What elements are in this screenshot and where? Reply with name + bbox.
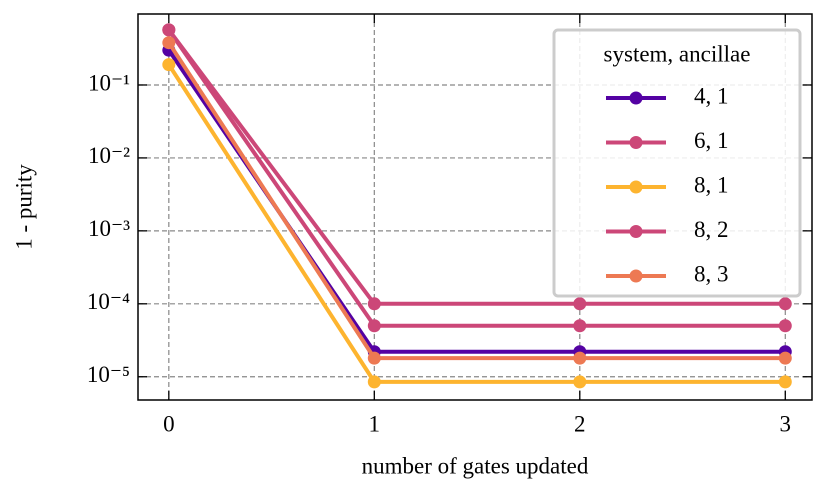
legend: system, ancillae 4, 1 6, 1 8, 1 8, 2 8, 3: [552, 28, 802, 298]
y-tick-label: 10⁻³: [88, 216, 130, 241]
legend-label: 6, 1: [694, 128, 729, 153]
legend-title: system, ancillae: [604, 41, 751, 66]
x-tick-label: 0: [163, 411, 175, 436]
plot-frame: [137, 13, 813, 401]
legend-label: 4, 1: [694, 83, 729, 108]
data-point: [778, 351, 792, 365]
x-tick-label: 2: [574, 411, 586, 436]
data-point: [778, 297, 792, 311]
y-tick-label: 10⁻²: [88, 143, 130, 168]
data-point: [162, 58, 176, 72]
x-axis-label: number of gates updated: [362, 453, 589, 478]
data-point: [778, 375, 792, 389]
series-line: [167, 41, 786, 361]
y-tick-label: 10⁻¹: [88, 70, 130, 95]
data-point: [573, 297, 587, 311]
legend-label: 8, 2: [694, 217, 729, 242]
series-line: [167, 63, 786, 384]
x-tick-label: 3: [780, 411, 792, 436]
y-tick-label: 10⁻⁵: [87, 362, 130, 387]
data-point: [367, 297, 381, 311]
data-point: [573, 351, 587, 365]
legend-label: 8, 1: [694, 172, 729, 197]
data-point: [367, 375, 381, 389]
data-point: [573, 319, 587, 333]
legend-box: [552, 28, 802, 298]
legend-marker: [629, 180, 643, 194]
y-axis-label: 1 - purity: [11, 164, 36, 250]
data-point: [162, 36, 176, 50]
data-point: [573, 375, 587, 389]
data-point: [367, 351, 381, 365]
legend-marker: [629, 136, 643, 149]
series-line: [167, 28, 786, 306]
data-point: [367, 319, 381, 333]
legend-label: 8, 3: [694, 261, 729, 286]
data-point: [162, 23, 176, 37]
data-point: [778, 319, 792, 333]
y-tick-label: 10⁻⁴: [87, 289, 130, 314]
legend-marker: [629, 91, 643, 105]
series-line: [167, 28, 786, 328]
legend-marker: [629, 269, 643, 283]
x-tick-label: 1: [369, 411, 381, 436]
legend-marker: [629, 225, 643, 238]
